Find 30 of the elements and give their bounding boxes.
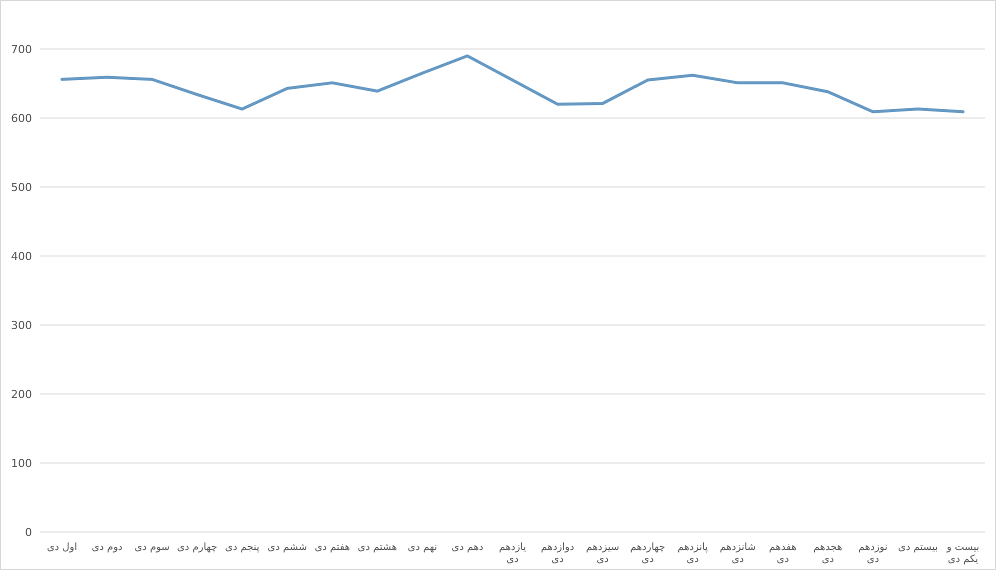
x-tick-label: بیست و یکم دی: [946, 542, 980, 565]
x-tick-label: هجدهم دی: [813, 542, 842, 565]
x-tick-label: دهم دی: [452, 542, 484, 553]
x-tick-label: هفدهم دی: [769, 542, 797, 565]
x-tick-label: چهارم دی: [176, 542, 218, 553]
x-tick-label: یازدهم دی: [498, 542, 526, 565]
x-tick-label: سوم دی: [134, 542, 170, 553]
x-tick-label: دوم دی: [92, 542, 123, 553]
y-tick-label: 400: [11, 250, 32, 263]
x-tick-label: چهاردهم دی: [630, 542, 666, 565]
y-tick-label: 0: [25, 526, 32, 539]
y-tick-label: 500: [11, 180, 32, 194]
line-series: [60, 54, 964, 114]
x-tick-label: اول دی: [46, 542, 78, 553]
x-tick-label: شانزدهم دی: [720, 542, 756, 565]
x-tick-label: نوزدهم دی: [858, 542, 888, 565]
y-tick-label: 300: [11, 318, 32, 332]
y-tick-label: 700: [11, 42, 32, 56]
x-tick-label: دوازدهم دی: [540, 542, 574, 565]
x-tick-label: پنجم دی: [225, 542, 260, 553]
x-tick-label: هفتم دی: [314, 542, 350, 553]
x-tick-label: سیزدهم دی: [586, 542, 620, 565]
y-tick-label: 100: [11, 456, 32, 470]
x-tick-label: نهم دی: [408, 542, 438, 553]
x-tick-label: پانزدهم دی: [677, 542, 708, 565]
x-tick-label: ششم دی: [268, 542, 307, 553]
y-tick-label: 200: [11, 388, 32, 401]
x-tick-label: بیستم دی: [898, 542, 938, 553]
y-tick-label: 600: [11, 112, 32, 125]
x-tick-label: هشتم دی: [358, 542, 398, 553]
